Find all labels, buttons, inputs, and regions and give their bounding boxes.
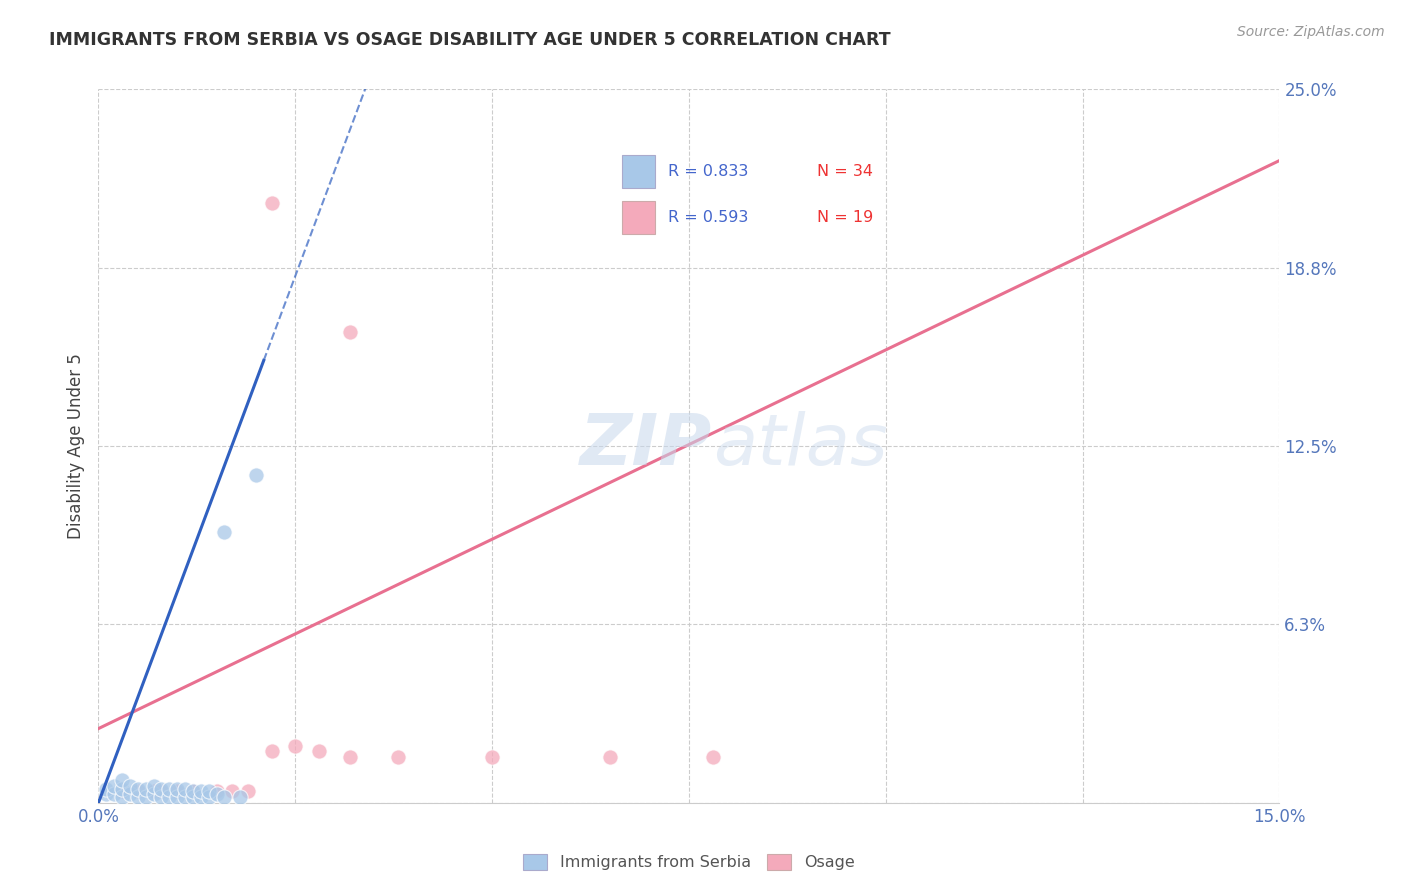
Point <box>260 744 283 758</box>
Point <box>166 790 188 805</box>
Point <box>96 781 118 796</box>
Point <box>111 781 134 796</box>
Point <box>118 779 141 793</box>
Point <box>150 784 173 798</box>
Point <box>181 784 204 798</box>
Text: IMMIGRANTS FROM SERBIA VS OSAGE DISABILITY AGE UNDER 5 CORRELATION CHART: IMMIGRANTS FROM SERBIA VS OSAGE DISABILI… <box>49 31 891 49</box>
Y-axis label: Disability Age Under 5: Disability Age Under 5 <box>66 353 84 539</box>
Point <box>150 790 173 805</box>
Point <box>166 784 188 798</box>
Point <box>142 787 165 801</box>
Point <box>111 790 134 805</box>
Point <box>103 779 125 793</box>
Legend: Immigrants from Serbia, Osage: Immigrants from Serbia, Osage <box>517 848 860 877</box>
Point <box>174 781 197 796</box>
Point <box>387 750 409 764</box>
Point <box>197 790 219 805</box>
Point <box>308 744 330 758</box>
Point <box>205 787 228 801</box>
Point <box>135 781 157 796</box>
Point <box>214 790 236 805</box>
Point <box>181 784 204 798</box>
Text: atlas: atlas <box>713 411 887 481</box>
Point <box>339 325 361 339</box>
Point <box>221 784 243 798</box>
Point <box>127 790 149 805</box>
Point <box>229 790 252 805</box>
Point <box>96 787 118 801</box>
Point <box>103 787 125 801</box>
Point <box>702 750 724 764</box>
Point <box>481 750 503 764</box>
Point <box>190 784 212 798</box>
Point <box>118 787 141 801</box>
Point <box>214 524 236 539</box>
Point <box>142 779 165 793</box>
Text: ZIP: ZIP <box>581 411 713 481</box>
Point <box>245 467 267 482</box>
Point <box>260 196 283 211</box>
Point <box>127 781 149 796</box>
Point <box>181 790 204 805</box>
Point <box>157 781 180 796</box>
Point <box>157 790 180 805</box>
Point <box>166 781 188 796</box>
Point <box>197 784 219 798</box>
Point <box>111 772 134 787</box>
Point <box>599 750 621 764</box>
Point <box>339 750 361 764</box>
Point <box>127 784 149 798</box>
Text: Source: ZipAtlas.com: Source: ZipAtlas.com <box>1237 25 1385 39</box>
Point <box>135 790 157 805</box>
Point <box>236 784 259 798</box>
Point <box>174 790 197 805</box>
Point <box>150 781 173 796</box>
Point <box>111 784 134 798</box>
Point <box>284 739 307 753</box>
Point <box>190 790 212 805</box>
Point <box>142 784 165 798</box>
Point <box>205 784 228 798</box>
